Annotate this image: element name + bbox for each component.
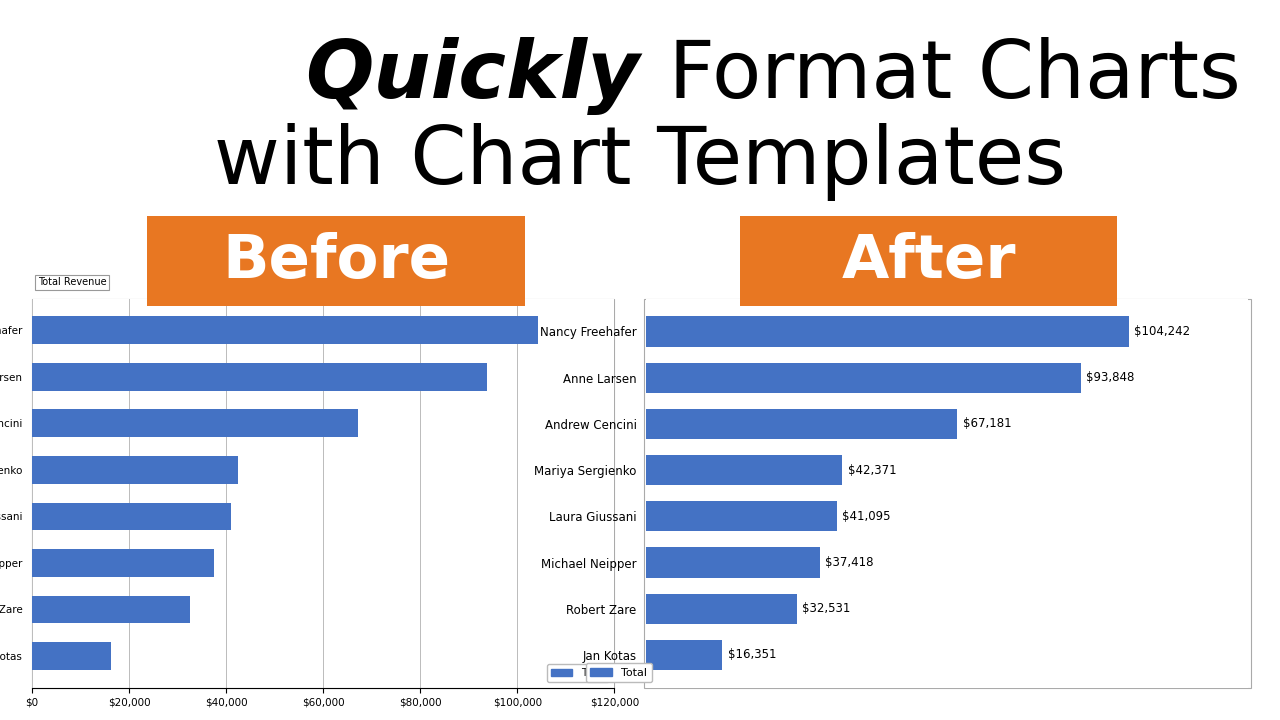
Text: with Chart Templates: with Chart Templates xyxy=(214,123,1066,201)
Bar xyxy=(32,549,214,577)
Bar xyxy=(32,410,358,437)
Text: Before: Before xyxy=(221,232,451,290)
Text: $16,351: $16,351 xyxy=(727,649,776,662)
Bar xyxy=(646,594,797,624)
Text: $93,848: $93,848 xyxy=(1087,372,1134,384)
Legend: Total: Total xyxy=(548,664,609,683)
Text: $41,095: $41,095 xyxy=(842,510,891,523)
Bar xyxy=(32,317,538,344)
Text: $32,531: $32,531 xyxy=(803,602,851,615)
Text: Format Charts: Format Charts xyxy=(643,37,1240,114)
Text: $67,181: $67,181 xyxy=(963,418,1011,431)
Text: Total Revenue: Total Revenue xyxy=(38,277,106,287)
Bar xyxy=(646,455,842,485)
Bar xyxy=(646,363,1080,392)
Title: Total: Total xyxy=(308,281,338,294)
Text: $104,242: $104,242 xyxy=(1134,325,1190,338)
Legend: Total: Total xyxy=(586,663,652,682)
Text: Quickly: Quickly xyxy=(306,37,640,114)
Bar xyxy=(32,503,232,531)
Text: $37,418: $37,418 xyxy=(826,556,874,569)
Title: Total: Total xyxy=(931,279,964,294)
Bar xyxy=(646,547,819,577)
Bar xyxy=(646,317,1129,346)
Bar xyxy=(646,640,722,670)
Bar xyxy=(32,456,238,484)
Text: After: After xyxy=(841,232,1016,290)
Bar xyxy=(32,642,111,670)
Bar xyxy=(32,595,189,624)
Text: $42,371: $42,371 xyxy=(849,464,897,477)
Bar xyxy=(32,363,488,391)
Bar xyxy=(646,409,957,439)
Bar xyxy=(646,501,837,531)
